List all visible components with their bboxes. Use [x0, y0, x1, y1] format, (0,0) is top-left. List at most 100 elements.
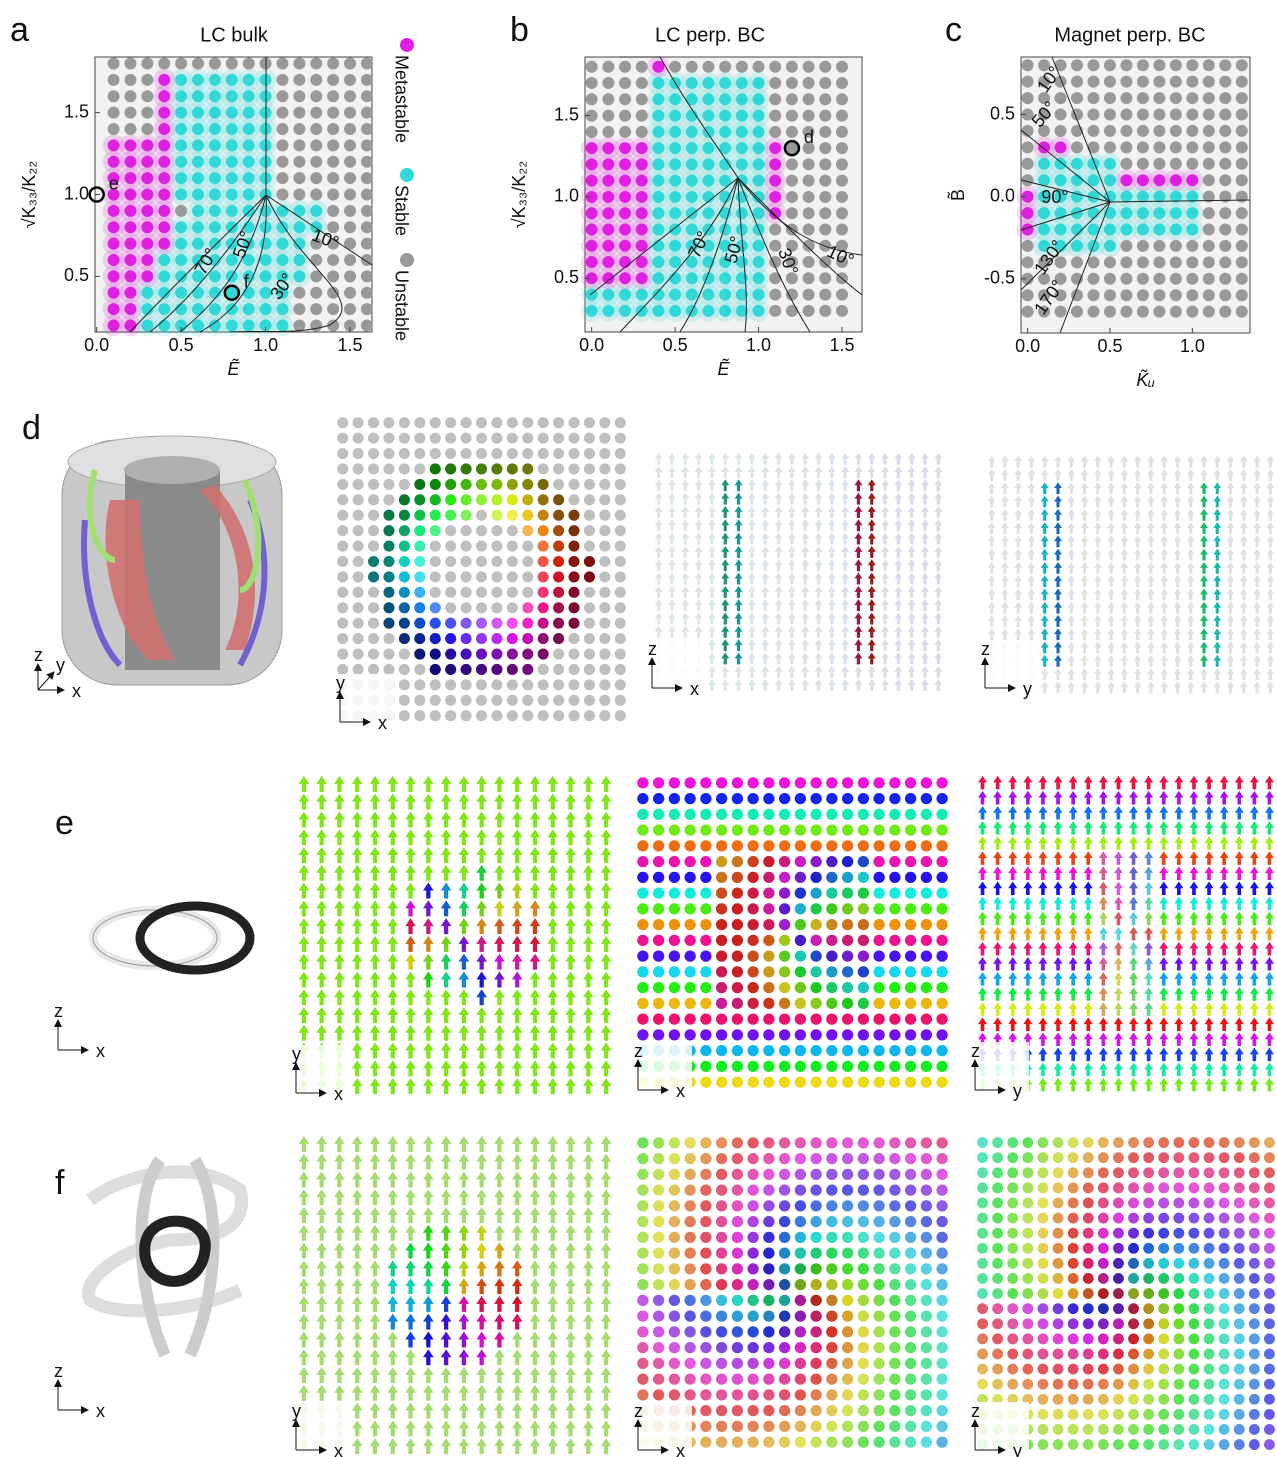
- phase-dot: [175, 107, 187, 119]
- vector-dot: [936, 887, 947, 898]
- vector-arrow: [1081, 456, 1089, 468]
- phase-dot: [209, 107, 221, 119]
- vector-arrow: [352, 1314, 363, 1330]
- vector-dot: [507, 571, 518, 582]
- vector-dot: [795, 966, 806, 977]
- phase-dot: [702, 175, 714, 187]
- vector-arrow: [993, 1002, 1002, 1016]
- vector-dot: [732, 1153, 743, 1164]
- vector-arrow: [814, 599, 822, 611]
- vector-dot: [568, 494, 579, 505]
- phase-dot: [1055, 141, 1067, 153]
- phase-dot: [1022, 141, 1034, 153]
- vector-arrow: [1266, 681, 1274, 693]
- vector-dot: [1068, 1152, 1079, 1163]
- vector-dot: [1143, 1394, 1154, 1405]
- vector-arrow: [476, 883, 487, 899]
- vector-dot: [810, 1405, 821, 1416]
- vector-arrow: [476, 1025, 487, 1041]
- vector-dot: [795, 1169, 806, 1180]
- phase-dot: [1186, 207, 1198, 219]
- vector-dot: [1234, 1409, 1245, 1420]
- phase-dot: [344, 123, 356, 135]
- vector-dot: [522, 463, 533, 474]
- vector-dot: [337, 525, 348, 536]
- vector-arrow: [1160, 615, 1168, 627]
- vector-dot: [795, 1076, 806, 1087]
- vector-arrow: [459, 811, 470, 827]
- vector-arrow: [921, 559, 929, 571]
- phase-dot: [243, 172, 255, 184]
- phase-dot: [158, 58, 170, 70]
- vector-dot: [653, 982, 664, 993]
- vector-arrow: [352, 954, 363, 970]
- vector-arrow: [801, 559, 809, 571]
- vector-arrow: [1027, 495, 1035, 507]
- vector-dot: [747, 1061, 758, 1072]
- vector-arrow: [1240, 588, 1248, 600]
- phase-dot: [226, 319, 238, 331]
- phase-dot: [293, 287, 305, 299]
- vector-dot: [1234, 1318, 1245, 1329]
- vector-dot: [430, 448, 441, 459]
- vector-dot: [1158, 1167, 1169, 1178]
- vector-arrow: [316, 1385, 327, 1401]
- vector-dot: [826, 1076, 837, 1087]
- phase-dot: [719, 61, 731, 73]
- vector-arrow: [547, 1314, 558, 1330]
- vector-dot: [889, 1247, 900, 1258]
- vector-arrow: [894, 599, 902, 611]
- vector-arrow: [748, 546, 756, 558]
- phase-dot: [753, 61, 765, 73]
- vector-arrow: [908, 573, 916, 585]
- vector-dot: [858, 1247, 869, 1258]
- phase-dot: [1219, 125, 1231, 137]
- phase-dot: [619, 272, 631, 284]
- vector-arrow: [761, 533, 769, 545]
- vector-dot: [842, 903, 853, 914]
- phase-dot: [753, 240, 765, 252]
- vector-arrow: [993, 942, 1002, 956]
- vector-dot: [992, 1167, 1003, 1178]
- vector-arrow: [775, 453, 783, 465]
- vector-arrow: [299, 918, 310, 934]
- vector-arrow: [1174, 927, 1183, 941]
- vector-arrow: [441, 811, 452, 827]
- vector-arrow: [1174, 1017, 1183, 1031]
- vector-arrow: [387, 1060, 398, 1076]
- vector-arrow: [423, 971, 434, 987]
- phase-dot: [652, 110, 664, 122]
- vector-arrow: [1054, 535, 1062, 547]
- vector-arrow: [565, 1136, 576, 1152]
- vector-dot: [716, 919, 727, 930]
- vector-arrow: [1265, 776, 1274, 790]
- vector-arrow: [565, 971, 576, 987]
- vector-dot: [921, 1200, 932, 1211]
- vector-arrow: [881, 506, 889, 518]
- vector-arrow: [352, 883, 363, 899]
- vector-dot: [747, 840, 758, 851]
- phase-dot: [669, 256, 681, 268]
- vector-arrow: [978, 1017, 987, 1031]
- vector-arrow: [1200, 456, 1208, 468]
- vector-arrow: [583, 829, 594, 845]
- vector-arrow: [1266, 668, 1274, 680]
- vector-arrow: [1069, 836, 1078, 850]
- vector-arrow: [1054, 851, 1063, 865]
- vector-dot: [337, 541, 348, 552]
- vector-dot: [1098, 1243, 1109, 1254]
- vector-arrow: [459, 1025, 470, 1041]
- vector-dot: [763, 1405, 774, 1416]
- vector-arrow: [370, 1243, 381, 1259]
- vector-arrow: [1187, 562, 1195, 574]
- vector-dot: [747, 1263, 758, 1274]
- vector-dot: [763, 919, 774, 930]
- vector-arrow: [868, 639, 876, 651]
- vector-arrow: [1200, 628, 1208, 640]
- vector-arrow: [1266, 469, 1274, 481]
- vector-dot: [615, 556, 626, 567]
- vector-arrow: [459, 1349, 470, 1365]
- vector-arrow: [441, 1154, 452, 1170]
- vector-arrow: [1069, 866, 1078, 880]
- vector-arrow: [978, 806, 987, 820]
